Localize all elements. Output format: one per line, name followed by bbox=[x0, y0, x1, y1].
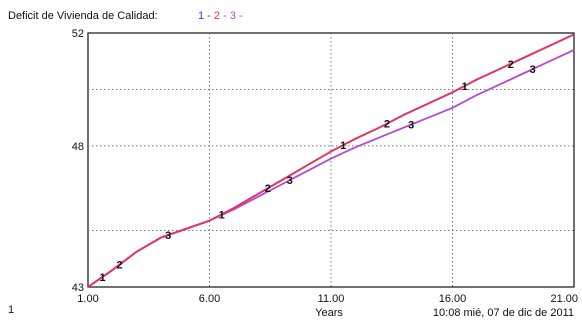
y-tick-labels: 52 48 43 bbox=[72, 28, 84, 294]
legend-entries: 1 - 2 - 3 - bbox=[198, 10, 243, 22]
series-group bbox=[87, 33, 575, 288]
x-tick-label: 16.00 bbox=[439, 293, 467, 305]
series-marker-3: 3 bbox=[530, 64, 536, 76]
legend-title: Deficit de Vivienda de Calidad: bbox=[8, 10, 158, 22]
series-marker-2: 2 bbox=[265, 183, 271, 195]
x-tick-label: 1.00 bbox=[77, 293, 98, 305]
grid bbox=[88, 33, 574, 287]
y-tick-label: 43 bbox=[72, 282, 84, 294]
x-tick-labels: 1.00 6.00 11.00 16.00 21.00 bbox=[77, 293, 578, 305]
legend-separator: - bbox=[236, 10, 243, 22]
legend-separator: - bbox=[220, 10, 230, 22]
plot-frame bbox=[87, 32, 575, 288]
series-marker-1: 1 bbox=[340, 140, 346, 152]
series-marker-3: 3 bbox=[408, 120, 414, 132]
series-marker-2: 2 bbox=[508, 59, 514, 71]
page-label: 1 bbox=[8, 304, 14, 316]
series-marker-1: 1 bbox=[462, 81, 468, 93]
y-tick-label: 48 bbox=[72, 141, 84, 153]
x-tick-label: 6.00 bbox=[199, 293, 220, 305]
x-tick-label: 21.00 bbox=[550, 293, 578, 305]
series-marker-1: 1 bbox=[100, 272, 106, 284]
legend-entry-3: 3 bbox=[230, 10, 236, 22]
legend-separator: - bbox=[204, 10, 214, 22]
x-tick-label: 11.00 bbox=[318, 293, 345, 305]
y-tick-label: 52 bbox=[72, 28, 84, 40]
legend: 1 - 2 - 3 - bbox=[198, 10, 243, 22]
series-marker-3: 3 bbox=[287, 175, 293, 187]
series-line-2 bbox=[87, 33, 575, 288]
legend-entry-1: 1 bbox=[198, 10, 204, 22]
series-marker-1: 1 bbox=[219, 209, 225, 221]
legend-entry-2: 2 bbox=[214, 10, 220, 22]
x-axis-label: Years bbox=[315, 307, 343, 319]
timestamp: 10:08 mié, 07 de dic de 2011 bbox=[433, 307, 574, 319]
series-marker-3: 3 bbox=[165, 230, 171, 242]
series-marker-2: 2 bbox=[384, 119, 390, 131]
series-marker-2: 2 bbox=[117, 260, 123, 272]
